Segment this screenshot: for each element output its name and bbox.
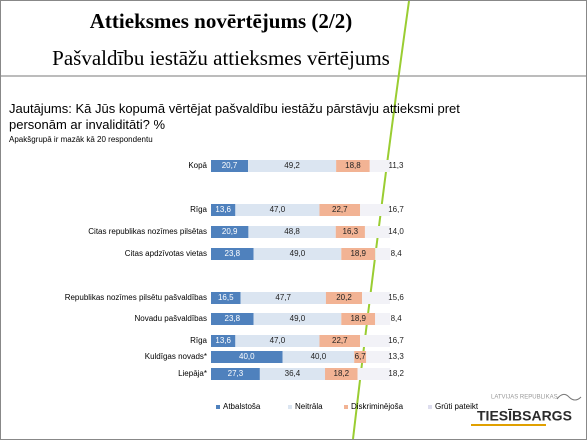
bar-segment: [360, 335, 390, 347]
value-label: 16,7: [388, 336, 404, 345]
subtitle: Pašvaldību iestāžu attieksmes vērtējums: [52, 46, 390, 70]
value-label: 49,0: [290, 249, 306, 258]
legend-label: Atbalstoša: [223, 402, 261, 411]
value-label: 27,3: [228, 369, 244, 378]
value-label: 40,0: [311, 352, 327, 361]
bar-segment: [211, 313, 254, 325]
logo-top: LATVIJAS REPUBLIKAS: [491, 395, 558, 401]
value-label: 18,9: [350, 314, 366, 323]
value-label: 47,0: [270, 205, 286, 214]
legend-label: Grūti pateikt: [435, 402, 479, 411]
category-label: Kopā: [188, 161, 207, 170]
value-label: 18,2: [334, 369, 350, 378]
value-label: 23,8: [225, 314, 241, 323]
category-label: Rīga: [190, 336, 207, 345]
value-label: 18,8: [345, 161, 361, 170]
legend-swatch: [428, 405, 432, 409]
value-label: 20,9: [222, 227, 238, 236]
category-label: Liepāja*: [178, 369, 207, 378]
value-label: 16,3: [343, 227, 359, 236]
bar-segment: [357, 368, 391, 380]
bar-segment: [336, 160, 370, 172]
bar-segment: [325, 292, 363, 304]
legend-swatch: [216, 405, 220, 409]
value-label: 18,2: [388, 369, 404, 378]
bar-segment: [235, 204, 320, 216]
bar-segment: [211, 226, 249, 238]
bar-segment: [366, 351, 390, 363]
value-label: 15,6: [388, 293, 404, 302]
bar-segment: [248, 226, 336, 238]
bar-segment: [362, 292, 390, 304]
value-label: 13,3: [388, 352, 404, 361]
value-label: 49,0: [290, 314, 306, 323]
category-label: Citas apdzīvotas vietas: [125, 249, 207, 258]
value-label: 20,7: [222, 161, 238, 170]
bar-segment: [248, 160, 337, 172]
bar-segment: [375, 248, 391, 260]
bar-segment: [211, 160, 249, 172]
value-label: 16,7: [388, 205, 404, 214]
value-label: 20,2: [336, 293, 352, 302]
legend-swatch: [344, 405, 348, 409]
bar-segment: [282, 351, 355, 363]
bar-segment: [211, 335, 236, 347]
bar-segment: [259, 368, 326, 380]
value-label: 6,7: [355, 352, 367, 361]
bar-segment: [211, 204, 236, 216]
category-label: Republikas nozīmes pilsētu pašvaldības: [65, 293, 207, 302]
bar-segment: [341, 313, 376, 325]
bar-segment: [253, 248, 342, 260]
legend-label: Neitrāla: [295, 402, 323, 411]
bar-segment: [240, 292, 326, 304]
value-label: 13,6: [215, 205, 231, 214]
bar-segment: [369, 160, 390, 172]
value-label: 47,7: [275, 293, 291, 302]
logo-icon: [556, 393, 582, 401]
value-label: 48,8: [284, 227, 300, 236]
value-label: 14,0: [388, 227, 404, 236]
value-label: 18,9: [350, 249, 366, 258]
note: Apakšgrupā ir mazāk kā 20 respondentu: [9, 135, 153, 144]
bar-segment: [364, 226, 390, 238]
value-label: 22,7: [332, 336, 348, 345]
value-label: 47,0: [270, 336, 286, 345]
category-label: Citas republikas nozīmes pilsētas: [88, 227, 207, 236]
question: Jautājums: Kā Jūs kopumā vērtējat pašval…: [9, 101, 460, 132]
category-label: Novadu pašvaldības: [135, 314, 208, 323]
value-label: 22,7: [332, 205, 348, 214]
legend-label: Diskriminējoša: [351, 402, 404, 411]
category-label: Rīga: [190, 205, 207, 214]
bar-segment: [253, 313, 342, 325]
value-label: 11,3: [389, 161, 405, 170]
category-label: Kuldīgas novads*: [145, 352, 207, 361]
title: Attieksmes novērtējums (2/2): [89, 9, 353, 33]
bar-segment: [211, 368, 260, 380]
value-label: 8,4: [391, 249, 403, 258]
value-label: 49,2: [284, 161, 300, 170]
bar-segment: [211, 248, 254, 260]
bar-segment: [341, 248, 376, 260]
value-label: 13,6: [215, 336, 231, 345]
bar-segment: [235, 335, 320, 347]
bar-segment: [319, 204, 361, 216]
bar-segment: [354, 351, 367, 363]
legend-swatch: [288, 405, 292, 409]
bar-segment: [211, 292, 241, 304]
bar-segment: [319, 335, 361, 347]
value-label: 16,5: [218, 293, 234, 302]
value-label: 40,0: [239, 352, 255, 361]
value-label: 36,4: [285, 369, 301, 378]
value-label: 8,4: [391, 314, 403, 323]
bar-segment: [211, 351, 283, 363]
bar-segment: [335, 226, 365, 238]
logo-name: TIESĪBSARGS: [477, 408, 572, 424]
bar-segment: [325, 368, 358, 380]
bar-segment: [360, 204, 390, 216]
bar-segment: [375, 313, 391, 325]
value-label: 23,8: [225, 249, 241, 258]
